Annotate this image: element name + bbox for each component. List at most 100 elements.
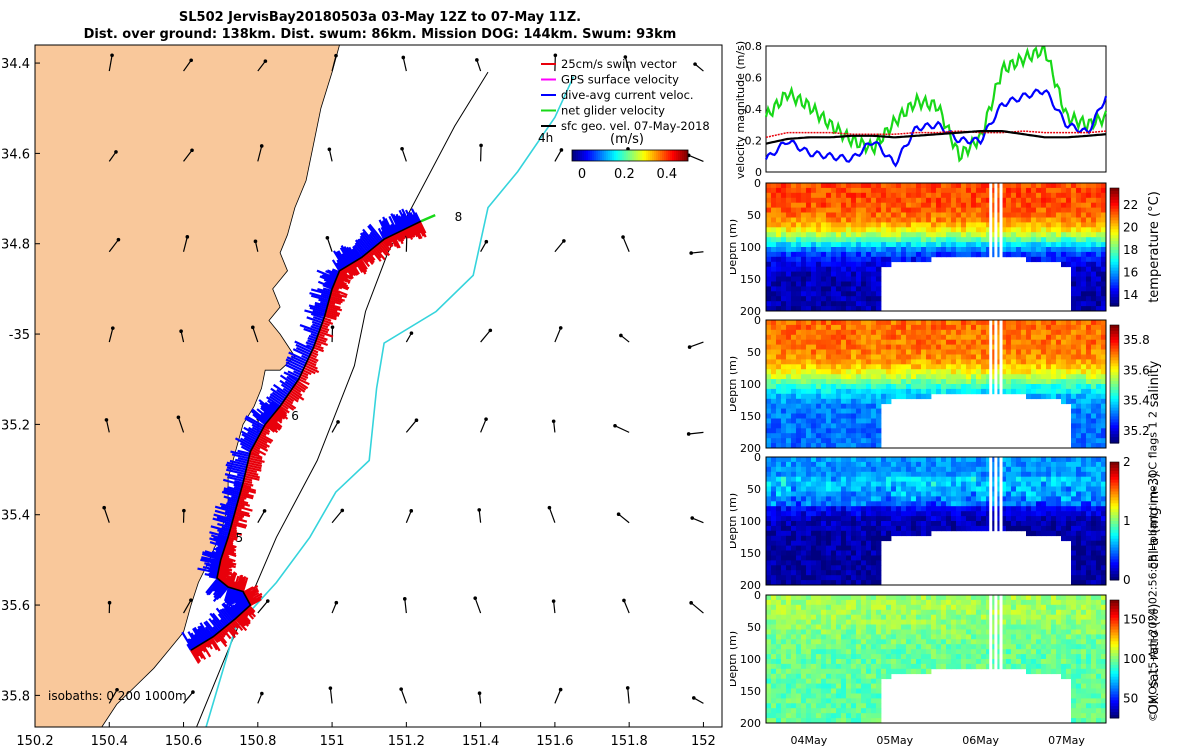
profile-cell xyxy=(776,496,782,502)
profile-cell xyxy=(1096,388,1102,395)
profile-cell xyxy=(1026,183,1032,189)
profile-cell xyxy=(1071,511,1077,517)
profile-cell xyxy=(811,266,817,272)
profile-cell xyxy=(1041,197,1047,204)
colorbar-cell xyxy=(584,150,587,161)
current-vector xyxy=(322,284,333,290)
swim-vector xyxy=(329,295,346,302)
swim-vector xyxy=(202,641,208,648)
profile-cell xyxy=(841,540,847,546)
profile-cell xyxy=(886,461,892,468)
profile-cell xyxy=(936,466,942,473)
profile-cell xyxy=(1071,266,1077,272)
profile-cell xyxy=(916,471,922,478)
profile-cell xyxy=(1056,359,1062,365)
profile-cell xyxy=(936,187,942,194)
profile-cell xyxy=(1066,388,1072,395)
velocity-y-tick-label: 0 xyxy=(755,166,762,179)
profile-cell xyxy=(946,222,952,228)
profile-cell xyxy=(1016,349,1022,355)
profile-cell xyxy=(836,237,842,243)
profile-cell xyxy=(1036,486,1042,492)
current-vector xyxy=(325,270,338,278)
profile-cell xyxy=(911,525,917,532)
profile-cell xyxy=(836,320,842,326)
velocity-series-line xyxy=(764,46,1108,163)
profile-cell xyxy=(796,339,802,345)
profile-cell xyxy=(871,413,877,419)
profile-cell xyxy=(806,443,812,449)
profile-cell xyxy=(881,344,887,350)
profile-cell xyxy=(911,466,917,473)
profile-colorbar-cell xyxy=(1110,217,1119,221)
profile-cell xyxy=(896,471,902,478)
profile-cell xyxy=(911,349,917,355)
profile-cell xyxy=(1081,266,1087,272)
profile-cell xyxy=(936,374,942,380)
profile-cell xyxy=(1076,296,1082,302)
profile-cell xyxy=(1096,247,1102,253)
profile-cell xyxy=(991,324,997,331)
profile-cell xyxy=(851,433,857,439)
profile-cell xyxy=(771,187,777,194)
profile-cell xyxy=(766,403,772,409)
profile-cell xyxy=(841,525,847,532)
profile-cell xyxy=(871,212,877,218)
profile-cell xyxy=(766,232,772,238)
glider-track xyxy=(190,220,422,651)
profile-cell xyxy=(1051,466,1057,473)
profile-cell xyxy=(846,428,852,434)
profile-cell xyxy=(806,481,812,487)
profile-cell xyxy=(846,354,852,360)
profile-cell xyxy=(931,364,937,370)
current-vector xyxy=(247,431,259,439)
profile-cell xyxy=(871,388,877,395)
profile-cell xyxy=(956,192,962,199)
profile-cell xyxy=(801,540,807,546)
current-vector xyxy=(368,223,384,242)
sfc-velocity-arrowhead xyxy=(613,423,617,428)
profile-cell xyxy=(991,491,997,497)
profile-cell xyxy=(781,466,787,473)
profile-cell xyxy=(801,560,807,566)
current-vector xyxy=(335,262,343,271)
profile-cell xyxy=(1051,242,1057,248)
profile-cell xyxy=(806,256,812,263)
profile-cell xyxy=(956,324,962,331)
profile-cell xyxy=(816,433,822,439)
profile-cell xyxy=(771,413,777,419)
profile-cell xyxy=(1016,525,1022,532)
profile-cell xyxy=(841,384,847,390)
profile-cell xyxy=(1041,369,1047,375)
profile-cell xyxy=(851,575,857,581)
profile-cell xyxy=(836,501,842,507)
profile-cell xyxy=(1096,301,1102,307)
profile-cell xyxy=(846,535,852,542)
profile-cell xyxy=(806,197,812,204)
swim-vector xyxy=(249,454,263,461)
profile-cell xyxy=(1041,481,1047,487)
profile-cell xyxy=(1006,197,1012,204)
profile-cell xyxy=(821,339,827,345)
profile-cell xyxy=(811,575,817,581)
profile-cell xyxy=(856,433,862,439)
profile-cell xyxy=(1076,212,1082,218)
profile-cell xyxy=(906,251,912,258)
profile-cell xyxy=(991,232,997,238)
profile-cell xyxy=(1031,359,1037,365)
profile-cell xyxy=(1011,471,1017,478)
profile-cell xyxy=(861,471,867,478)
profile-cell xyxy=(781,550,787,556)
profile-cell xyxy=(961,349,967,355)
profile-cell xyxy=(816,438,822,444)
profile-cell xyxy=(966,207,972,213)
profile-cell xyxy=(781,501,787,507)
profile-cell xyxy=(821,286,827,292)
profile-cell xyxy=(976,481,982,487)
swim-vector xyxy=(378,242,391,257)
profile-cell xyxy=(1001,379,1007,385)
profile-cell xyxy=(776,354,782,360)
profile-cell xyxy=(986,521,992,527)
profile-cell xyxy=(876,222,882,228)
profile-cell xyxy=(1096,212,1102,218)
